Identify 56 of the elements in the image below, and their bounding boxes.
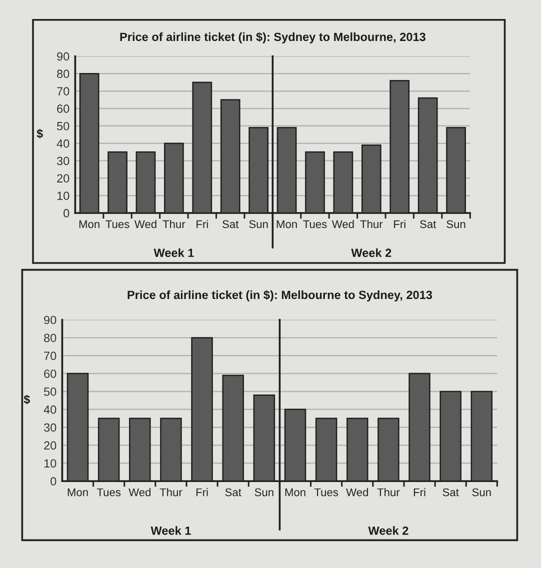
x-axis-title: Week 1 (154, 248, 194, 258)
x-tick-label: Wed (332, 220, 354, 228)
x-tick-label: Thur (360, 220, 383, 228)
x-tick-label: Wed (346, 488, 368, 496)
y-tick-label: 50 (44, 388, 56, 396)
x-axis-title: Week 2 (351, 248, 392, 258)
x-tick-label: Fri (394, 220, 406, 228)
y-tick-label: 20 (44, 441, 56, 450)
x-tick-label: Wed (128, 488, 150, 496)
x-tick-label: Sun (254, 488, 274, 496)
x-tick-label: Thur (162, 220, 186, 228)
x-tick-label: Sat (225, 488, 242, 496)
y-tick-label: 30 (44, 423, 56, 432)
x-tick-label: Sun (472, 488, 491, 496)
x-tick-label: Sat (222, 220, 239, 228)
x-tick-label: Fri (196, 488, 208, 496)
x-tick-label: Tues (303, 220, 327, 228)
x-tick-label: Thur (377, 488, 400, 496)
x-tick-label: Thur (160, 488, 182, 496)
chart-title: Price of airline ticket (in $): Melbourne to Sydney, 2013 (128, 290, 432, 302)
y-tick-label: 0 (50, 477, 56, 486)
y-tick-label: 80 (44, 334, 56, 342)
chart-title: Price of airline ticket (in $): Sydney to Melbourne, 2013 (120, 32, 426, 44)
y-tick-label: 40 (44, 405, 56, 414)
x-tick-label: Mon (276, 220, 297, 228)
x-tick-label: Sun (249, 220, 268, 228)
x-tick-label: Wed (134, 220, 156, 228)
y-tick-label: 10 (57, 192, 70, 200)
x-tick-label: Tues (314, 488, 338, 496)
x-tick-label: Mon (79, 220, 100, 228)
x-tick-label: Sat (442, 488, 459, 496)
y-tick-label: 70 (44, 352, 56, 360)
y-tick-label: 60 (44, 370, 56, 378)
y-tick-label: 40 (56, 139, 70, 148)
y-tick-label: 10 (44, 459, 56, 468)
x-tick-label: Mon (68, 488, 88, 496)
x-tick-label: Fri (414, 488, 426, 496)
y-axis-title: $ (24, 394, 30, 404)
x-tick-label: Mon (285, 488, 306, 496)
y-tick-label: 90 (57, 52, 70, 61)
y-tick-label: 70 (57, 87, 70, 96)
x-tick-label: Sat (420, 220, 436, 228)
x-tick-label: Tues (96, 488, 121, 496)
x-tick-label: Tues (106, 220, 130, 228)
x-tick-label: Fri (196, 220, 208, 228)
y-tick-label: 90 (44, 316, 56, 324)
y-axis-title: $ (36, 128, 43, 139)
y-tick-label: 30 (56, 156, 70, 166)
y-tick-label: 60 (57, 104, 70, 113)
y-tick-label: 80 (57, 70, 70, 78)
y-tick-label: 50 (56, 122, 70, 130)
y-tick-label: 0 (64, 209, 70, 218)
x-axis-title: Week 1 (150, 526, 191, 535)
x-tick-label: Sun (446, 220, 466, 228)
x-axis-title: Week 2 (368, 526, 408, 535)
y-tick-label: 20 (57, 174, 70, 183)
